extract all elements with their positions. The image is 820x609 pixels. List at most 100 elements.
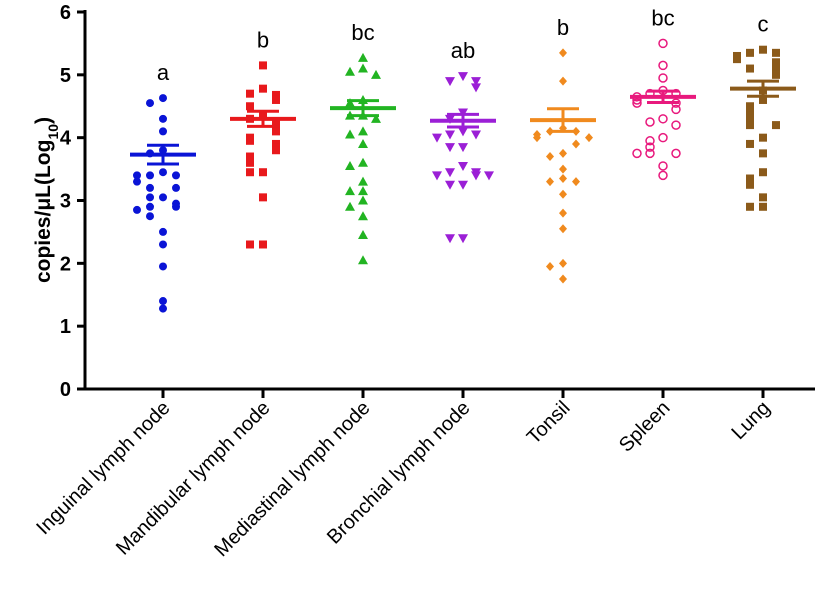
- y-tick-label: 6: [60, 2, 71, 24]
- data-point: [759, 95, 767, 104]
- data-point: [546, 177, 554, 187]
- data-point: [733, 55, 741, 64]
- data-point: [159, 227, 167, 236]
- data-point: [559, 258, 567, 268]
- data-point: [358, 138, 368, 148]
- data-point: [445, 168, 455, 178]
- data-point: [759, 168, 767, 177]
- data-point: [445, 77, 455, 87]
- data-point: [658, 114, 668, 124]
- data-point: [746, 174, 754, 183]
- significance-letter: bc: [351, 20, 374, 45]
- data-point: [572, 139, 580, 149]
- data-point: [559, 76, 567, 86]
- data-point: [559, 164, 567, 174]
- data-point: [458, 143, 468, 153]
- x-tick-label: Lung: [728, 397, 775, 444]
- x-tick-label: Tonsil: [523, 397, 575, 449]
- data-point: [585, 133, 593, 143]
- data-point: [458, 72, 468, 82]
- data-point: [259, 193, 267, 202]
- data-point: [259, 84, 267, 93]
- series-6: c: [730, 12, 796, 211]
- data-point: [471, 83, 481, 93]
- y-tick-label: 3: [60, 191, 71, 213]
- data-point: [546, 261, 554, 271]
- series-1: b: [230, 27, 296, 249]
- data-point: [159, 94, 167, 103]
- data-point: [559, 189, 567, 199]
- data-point: [772, 70, 780, 79]
- data-point: [458, 180, 468, 190]
- data-point: [645, 148, 655, 159]
- data-point: [358, 230, 368, 240]
- data-point: [645, 136, 655, 146]
- data-point: [246, 168, 254, 177]
- y-axis-label: copies/μL(Log10): [32, 117, 61, 283]
- data-point: [358, 52, 368, 62]
- data-point: [445, 234, 455, 244]
- data-point: [658, 60, 668, 71]
- data-point: [445, 130, 455, 140]
- data-point: [671, 148, 681, 159]
- x-tick-label: Spleen: [615, 397, 675, 457]
- data-point: [632, 148, 642, 159]
- series-5: bc: [630, 5, 696, 181]
- data-point: [146, 99, 154, 108]
- data-point: [345, 201, 355, 211]
- y-tick-label: 2: [60, 253, 71, 275]
- y-tick-label: 0: [60, 379, 71, 401]
- data-point: [259, 61, 267, 70]
- data-point: [645, 117, 655, 127]
- data-point: [358, 157, 368, 167]
- data-point: [246, 158, 254, 167]
- significance-letter: bc: [651, 5, 674, 30]
- data-point: [358, 176, 368, 186]
- data-point: [471, 77, 481, 87]
- data-point: [746, 121, 754, 130]
- data-point: [159, 193, 167, 202]
- data-point: [658, 73, 668, 83]
- data-point: [246, 102, 254, 111]
- data-point: [146, 202, 154, 211]
- data-point: [358, 255, 368, 265]
- data-point: [671, 104, 681, 115]
- data-point: [746, 114, 754, 123]
- data-point: [759, 149, 767, 158]
- data-point: [358, 186, 368, 196]
- data-point: [772, 58, 780, 67]
- data-point: [772, 121, 780, 130]
- data-point: [345, 186, 355, 196]
- significance-letter: ab: [451, 38, 475, 63]
- data-point: [572, 177, 580, 187]
- y-tick-label: 5: [60, 65, 71, 87]
- data-point: [445, 143, 455, 153]
- series-4: b: [530, 15, 596, 284]
- data-point: [345, 129, 355, 139]
- data-point: [746, 48, 754, 57]
- data-point: [772, 48, 780, 57]
- data-point: [484, 171, 494, 181]
- data-point: [458, 127, 468, 137]
- data-point: [146, 193, 154, 202]
- data-point: [133, 205, 141, 214]
- data-point: [272, 127, 280, 136]
- data-point: [559, 148, 567, 158]
- data-point: [445, 180, 455, 190]
- data-point: [358, 211, 368, 221]
- data-point: [746, 139, 754, 148]
- data-point: [159, 262, 167, 271]
- series-3: ab: [430, 38, 496, 244]
- data-point: [759, 133, 767, 142]
- data-point: [159, 297, 167, 306]
- data-point: [746, 105, 754, 114]
- data-point: [159, 127, 167, 136]
- data-point: [658, 161, 668, 171]
- data-point: [159, 304, 167, 313]
- data-point: [246, 136, 254, 145]
- data-point: [246, 152, 254, 161]
- data-point: [259, 168, 267, 177]
- data-point: [371, 113, 381, 123]
- data-point: [658, 38, 668, 49]
